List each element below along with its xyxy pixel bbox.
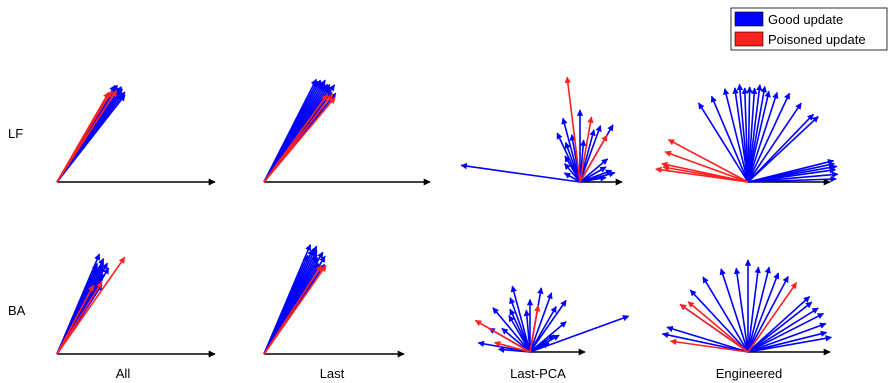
legend-poisoned-label: Poisoned update <box>768 32 866 47</box>
good-update-arrow <box>56 253 101 355</box>
panel-lf-all <box>56 84 216 186</box>
good-update-arrow <box>579 125 602 183</box>
poisoned-update-arrow <box>263 94 329 183</box>
good-update-arrow <box>747 335 832 353</box>
panels-group <box>56 76 839 358</box>
poisoned-update-arrow <box>664 150 749 183</box>
good-update-arrow <box>509 297 531 353</box>
good-update-arrow <box>689 289 749 353</box>
good-update-arrow <box>733 267 749 353</box>
poisoned-update-arrow <box>263 264 323 355</box>
panel-lf-last-pca <box>460 76 623 186</box>
good-update-arrow <box>747 307 819 353</box>
good-update-arrow <box>747 92 791 183</box>
good-update-arrow <box>508 315 531 353</box>
good-update-arrow <box>460 162 581 183</box>
good-update-arrow <box>746 86 753 183</box>
good-update-arrow <box>747 102 802 183</box>
poisoned-update-arrow <box>579 116 594 183</box>
panel-ba-last-pca <box>474 285 630 356</box>
poisoned-update-arrow <box>529 304 541 353</box>
legend-good-swatch <box>734 11 764 27</box>
poisoned-update-arrow <box>679 303 749 353</box>
good-update-arrow <box>510 285 531 353</box>
good-update-arrow <box>747 85 767 183</box>
good-update-arrow <box>579 166 607 183</box>
panel-ba-last <box>263 244 405 358</box>
good-update-arrow <box>732 87 749 183</box>
good-update-arrow <box>666 325 749 353</box>
column-label-last: Last <box>320 366 345 381</box>
poisoned-update-arrow <box>564 76 581 183</box>
good-update-arrow <box>497 346 531 353</box>
column-label-all: All <box>116 366 131 381</box>
panel-ba-all <box>56 253 216 358</box>
good-update-arrow <box>529 299 567 353</box>
good-update-arrow <box>529 342 550 353</box>
poisoned-update-arrow <box>579 134 608 183</box>
good-update-arrow <box>747 91 779 183</box>
poisoned-update-arrow <box>56 91 110 183</box>
column-label-last-pca: Last-PCA <box>510 366 566 381</box>
good-update-arrow <box>523 309 531 353</box>
good-update-arrow <box>561 117 581 183</box>
good-update-arrow <box>529 315 630 353</box>
good-update-arrow <box>747 84 763 183</box>
poisoned-update-arrow <box>56 256 126 355</box>
good-update-arrow <box>723 88 749 183</box>
good-update-arrow <box>747 113 814 183</box>
row-label-ba: BA <box>8 303 26 318</box>
row-label-lf: LF <box>8 126 23 141</box>
good-update-arrow <box>563 163 581 183</box>
good-update-arrow <box>747 312 824 353</box>
good-update-arrow <box>736 83 749 183</box>
good-update-arrow <box>697 102 749 183</box>
good-update-arrow <box>529 292 553 353</box>
good-update-arrow <box>492 307 531 353</box>
good-update-arrow <box>747 296 811 353</box>
panel-ba-engineered <box>661 259 832 356</box>
good-update-arrow <box>564 155 581 183</box>
good-update-arrow <box>747 322 827 353</box>
legend-good-label: Good update <box>768 12 843 27</box>
poisoned-update-arrow <box>687 301 749 353</box>
good-update-arrow <box>702 276 749 353</box>
good-update-arrow <box>719 268 749 353</box>
panel-lf-engineered <box>655 83 839 186</box>
good-update-arrow <box>747 115 819 183</box>
good-update-arrow <box>747 266 761 353</box>
poisoned-update-arrow <box>667 138 749 183</box>
poisoned-update-arrow <box>56 284 95 355</box>
good-update-arrow <box>747 266 771 353</box>
poisoned-update-arrow <box>669 338 749 353</box>
good-update-arrow <box>579 158 609 183</box>
poisoned-update-arrow <box>56 281 103 355</box>
good-update-arrow <box>263 78 318 183</box>
good-update-arrow <box>747 275 789 353</box>
column-label-engineered: Engineered <box>716 366 783 381</box>
panel-lf-last <box>263 78 431 186</box>
good-update-arrow <box>501 327 531 353</box>
good-update-arrow <box>747 90 771 183</box>
good-update-arrow <box>579 175 607 183</box>
good-update-arrow <box>563 172 581 183</box>
good-update-arrow <box>747 330 828 353</box>
poisoned-update-arrow <box>747 282 798 353</box>
good-update-arrow <box>747 301 813 353</box>
poisoned-update-arrow <box>474 319 531 353</box>
good-update-arrow <box>529 305 557 353</box>
legend: Good update Poisoned update <box>730 7 888 51</box>
good-update-arrow <box>710 95 749 183</box>
good-update-arrow <box>747 87 758 183</box>
good-update-arrow <box>747 272 780 353</box>
legend-poisoned-swatch <box>734 31 764 47</box>
poisoned-update-arrow <box>655 166 749 183</box>
good-update-arrow <box>747 175 837 183</box>
good-update-arrow <box>741 87 749 183</box>
good-update-arrow <box>661 331 749 353</box>
good-update-arrow <box>263 244 312 355</box>
poisoned-update-arrow <box>493 340 531 353</box>
